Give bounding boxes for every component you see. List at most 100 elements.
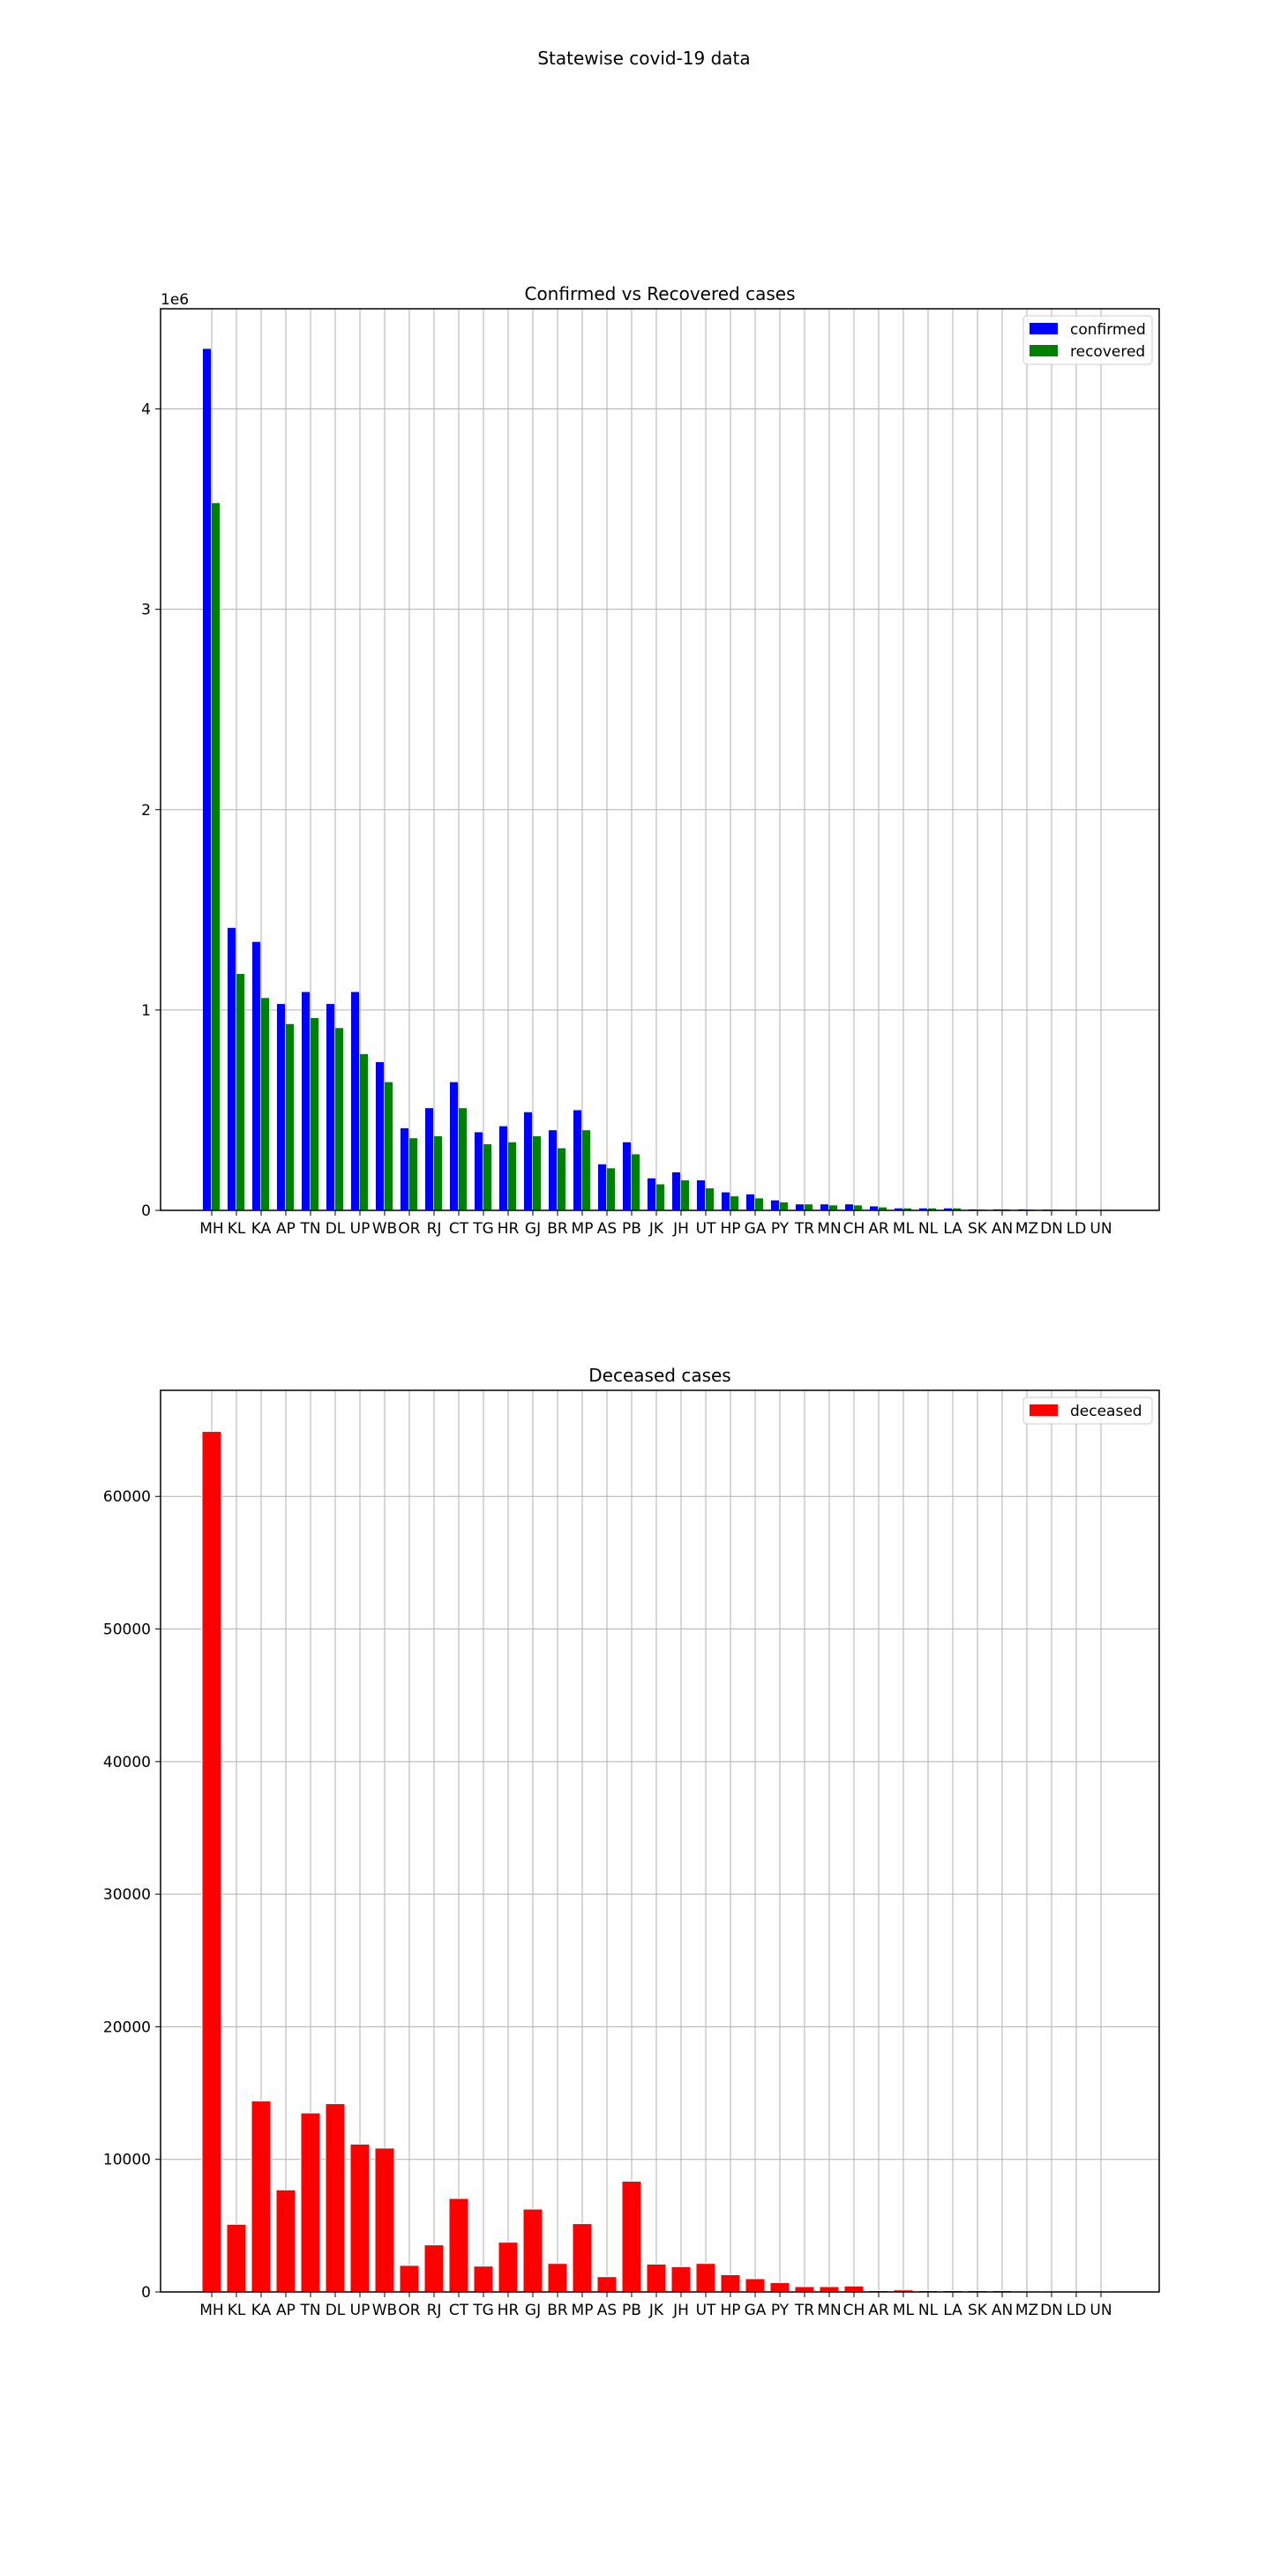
chart-1-x-tick-label: HP bbox=[720, 1220, 740, 1238]
bar-deceased-mn bbox=[819, 2286, 840, 2293]
bar-confirmed-nl bbox=[919, 1208, 927, 1210]
bar-confirmed-ga bbox=[746, 1194, 754, 1210]
bar-recovered-tr bbox=[805, 1204, 812, 1210]
bar-confirmed-la bbox=[944, 1208, 952, 1210]
chart-1-x-tick-label: CH bbox=[843, 1220, 865, 1238]
bar-confirmed-ar bbox=[870, 1206, 878, 1210]
chart-2-frame bbox=[160, 1389, 1160, 2293]
bar-recovered-hp bbox=[730, 1196, 738, 1210]
chart-1-y-tick-label: 1 bbox=[141, 1002, 151, 1020]
chart-2-x-tick-label: PB bbox=[622, 2302, 641, 2319]
bar-confirmed-pb bbox=[623, 1142, 631, 1210]
chart-2-x-tick-label: DL bbox=[326, 2302, 346, 2319]
bar-deceased-ap bbox=[275, 2189, 296, 2293]
chart-1-x-tick-label: JH bbox=[672, 1220, 689, 1238]
chart-1-x-axis: MH KL KA AP TN DL UP WB OR RJ CT TG HR GJ BR MP AS PB JK JH… bbox=[199, 1210, 1112, 1238]
bar-confirmed-or bbox=[401, 1127, 408, 1210]
chart-2-x-tick-label: UP bbox=[350, 2302, 371, 2319]
chart-1-x-tick-label: MN bbox=[817, 1220, 841, 1238]
chart-1-y-tick-label: 0 bbox=[141, 1202, 151, 1220]
bar-recovered-ch bbox=[854, 1205, 862, 1210]
chart-1-x-tick-label: NL bbox=[918, 1220, 939, 1238]
chart-2-x-tick-label: LA bbox=[943, 2302, 962, 2319]
chart-2-x-tick-label: KL bbox=[228, 2302, 246, 2319]
chart-1-x-tick-label: HR bbox=[498, 1220, 520, 1238]
chart-2-x-tick-label: MN bbox=[817, 2302, 841, 2319]
chart-2-x-tick-label: UN bbox=[1090, 2302, 1112, 2319]
chart-1-x-tick-label: TN bbox=[299, 1220, 320, 1238]
bar-recovered-tn bbox=[311, 1017, 318, 1210]
bar-recovered-mp bbox=[582, 1130, 590, 1210]
chart-1-x-tick-label: KA bbox=[251, 1220, 272, 1238]
bar-recovered-nl bbox=[928, 1208, 936, 1210]
bar-confirmed-dl bbox=[326, 1004, 334, 1210]
bar-deceased-pb bbox=[621, 2181, 642, 2293]
chart-1-x-tick-label: UT bbox=[696, 1220, 716, 1238]
bar-deceased-hp bbox=[720, 2273, 741, 2293]
chart-2-y-tick-label: 30000 bbox=[103, 1886, 151, 1904]
chart-2-x-tick-label: MP bbox=[572, 2302, 594, 2319]
chart-1-x-tick-label: TG bbox=[472, 1220, 494, 1238]
chart-2-x-tick-label: MH bbox=[199, 2302, 223, 2319]
chart-1-gridlines bbox=[161, 309, 1159, 1211]
bar-recovered-tg bbox=[483, 1144, 491, 1210]
bar-deceased-up bbox=[349, 2143, 371, 2293]
bar-recovered-kl bbox=[236, 974, 244, 1210]
chart-2-y-tick-label: 50000 bbox=[103, 1621, 151, 1639]
chart-2-x-tick-label: KA bbox=[251, 2302, 272, 2319]
chart-2-legend-label-deceased: deceased bbox=[1070, 1403, 1142, 1420]
chart-2-y-tick-label: 60000 bbox=[103, 1488, 151, 1506]
chart-2-y-axis: 0 10000 20000 30000 40000 50000 60000 bbox=[103, 1488, 161, 2302]
bar-confirmed-rj bbox=[425, 1108, 433, 1210]
chart-1-x-tick-label: AR bbox=[868, 1220, 889, 1238]
chart-1-x-tick-label: AS bbox=[597, 1220, 617, 1238]
bar-recovered-up bbox=[360, 1053, 368, 1210]
chart-1-title: Confirmed vs Recovered cases bbox=[524, 283, 795, 304]
bar-confirmed-tg bbox=[475, 1132, 483, 1210]
bar-confirmed-hr bbox=[499, 1126, 507, 1210]
bar-confirmed-mn bbox=[820, 1204, 828, 1210]
bar-deceased-ga bbox=[745, 2278, 766, 2293]
chart-2-legend-box bbox=[1022, 1397, 1153, 1425]
chart-2-x-tick-label: AN bbox=[992, 2302, 1013, 2319]
bar-confirmed-wb bbox=[376, 1061, 384, 1210]
bar-confirmed-br bbox=[549, 1130, 557, 1210]
chart-2-x-tick-label: TN bbox=[299, 2302, 320, 2319]
bar-deceased-hr bbox=[498, 2242, 519, 2293]
chart-2-x-tick-label: TR bbox=[794, 2302, 814, 2319]
chart-1-legend-label-recovered: recovered bbox=[1070, 343, 1145, 361]
chart-1-x-tick-label: RJ bbox=[427, 1220, 442, 1238]
chart-2-x-tick-label: GA bbox=[745, 2302, 767, 2319]
bar-deceased-ka bbox=[251, 2100, 272, 2293]
chart-1-x-tick-label: JK bbox=[648, 1220, 664, 1238]
bar-recovered-ar bbox=[879, 1207, 887, 1210]
bar-deceased-ut bbox=[695, 2263, 716, 2293]
bar-recovered-ga bbox=[755, 1198, 763, 1210]
chart-2-y-tick-label: 0 bbox=[141, 2284, 151, 2302]
bar-confirmed-mh bbox=[203, 348, 211, 1210]
chart-1-x-tick-label: PB bbox=[622, 1220, 641, 1238]
chart-1-y-tick-label: 4 bbox=[141, 401, 151, 419]
bar-recovered-gj bbox=[533, 1135, 541, 1210]
chart-2-x-tick-label: ML bbox=[893, 2302, 915, 2319]
chart-1-x-tick-label: PY bbox=[771, 1220, 790, 1238]
chart-1-legend: confirmed recovered bbox=[1022, 315, 1153, 365]
bar-confirmed-ut bbox=[697, 1179, 705, 1210]
bar-recovered-wb bbox=[385, 1082, 393, 1210]
bar-confirmed-mp bbox=[573, 1110, 581, 1210]
chart-1-x-tick-label: GJ bbox=[525, 1220, 541, 1238]
chart-2-x-tick-label: LD bbox=[1067, 2302, 1087, 2319]
bar-deceased-wb bbox=[374, 2147, 395, 2293]
chart-2-x-tick-label: CT bbox=[449, 2302, 469, 2319]
chart-deceased: Deceased cases 0 10000 20000 30000 40000 5000… bbox=[103, 1365, 1160, 2319]
chart-2-x-tick-label: BR bbox=[547, 2302, 568, 2319]
bar-recovered-or bbox=[409, 1138, 417, 1210]
chart-2-legend: deceased bbox=[1022, 1397, 1153, 1425]
chart-1-x-tick-label: LD bbox=[1067, 1220, 1087, 1238]
bar-deceased-py bbox=[769, 2281, 790, 2293]
bar-deceased-ct bbox=[448, 2198, 469, 2293]
chart-1-x-tick-label: WB bbox=[372, 1220, 397, 1238]
bar-confirmed-ch bbox=[845, 1204, 853, 1210]
chart-1-x-tick-label: BR bbox=[547, 1220, 568, 1238]
chart-1-x-tick-label: OR bbox=[398, 1220, 420, 1238]
